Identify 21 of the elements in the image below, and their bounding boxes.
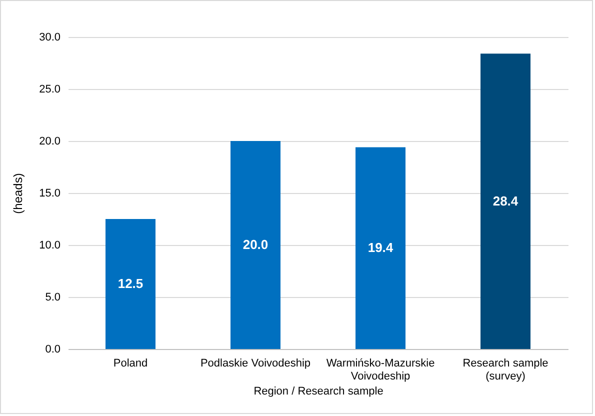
data-label: 19.4 (368, 240, 394, 256)
y-tick-label: 10.0 (39, 240, 60, 252)
y-tick-label: 0.0 (45, 344, 60, 356)
y-tick-label: 30.0 (39, 32, 60, 44)
bar (356, 147, 406, 349)
bar (480, 54, 530, 349)
x-tick-label: Poland (113, 358, 148, 370)
data-label: 28.4 (492, 193, 519, 208)
y-tick-label: 25.0 (39, 84, 60, 96)
x-tick-label: Podlaskie Voivodeship (200, 358, 311, 370)
bar (230, 141, 280, 349)
data-label: 12.5 (118, 276, 144, 291)
bar (106, 219, 156, 349)
x-axis-title: Region / Research sample (254, 386, 384, 398)
x-tick-label: Research sample (survey) (462, 358, 548, 382)
y-tick-label: 15.0 (39, 188, 60, 200)
data-label: 20.0 (242, 237, 268, 252)
y-tick-label: 5.0 (45, 292, 60, 304)
y-tick-label: 20.0 (39, 136, 60, 148)
x-tick-label: Warmińsko-Mazurskie Voivodeship (326, 358, 435, 382)
y-axis-title: (heads) (11, 173, 26, 214)
